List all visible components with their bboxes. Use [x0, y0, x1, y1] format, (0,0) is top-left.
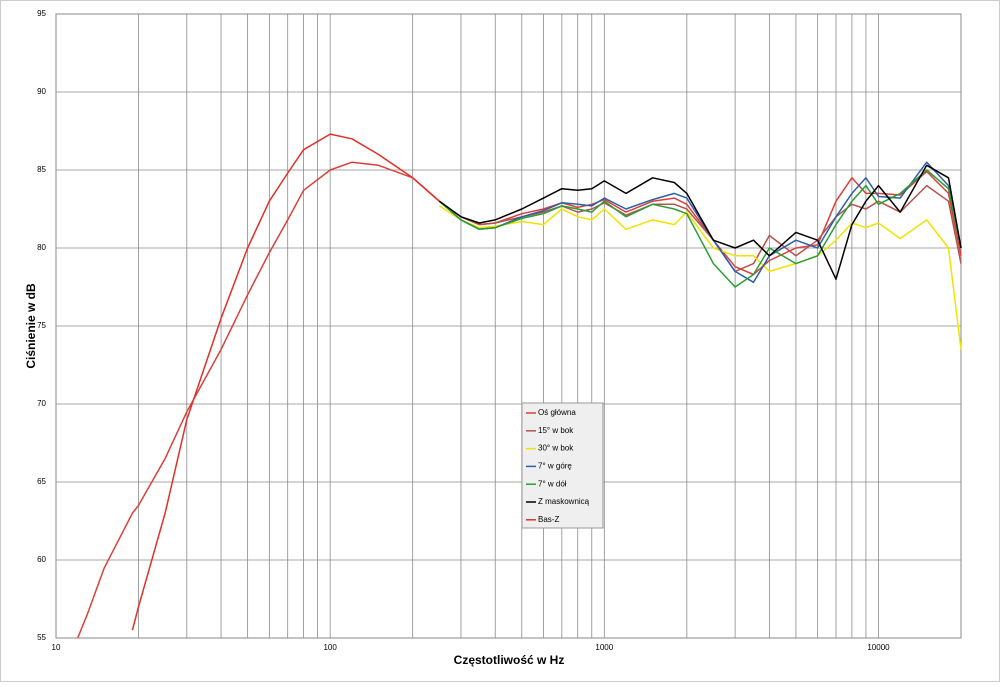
legend-label: 7° w dół	[538, 479, 567, 488]
x-tick-label: 1000	[595, 643, 613, 652]
y-tick-label: 60	[37, 555, 46, 564]
legend-label: Bas-Z	[538, 515, 559, 524]
y-tick-label: 95	[37, 9, 46, 18]
series-line	[438, 164, 962, 280]
x-axis-label: Częstotliwość w Hz	[454, 653, 565, 667]
series-line	[438, 169, 962, 288]
y-tick-label: 55	[37, 633, 46, 642]
legend-label: Z maskownicą	[538, 497, 590, 506]
y-tick-label: 65	[37, 477, 46, 486]
legend-label: 15° w bok	[538, 426, 574, 435]
x-tick-label: 10	[52, 643, 61, 652]
y-tick-label: 75	[37, 321, 46, 330]
y-tick-label: 80	[37, 243, 46, 252]
x-tick-label: 100	[323, 643, 337, 652]
series-line	[438, 161, 962, 284]
legend-label: Oś główna	[538, 408, 576, 417]
legend-label: 7° w górę	[538, 462, 572, 471]
y-tick-label: 70	[37, 399, 46, 408]
y-axis-label: Ciśnienie w dB	[24, 283, 38, 369]
y-tick-label: 90	[37, 87, 46, 96]
series-line	[438, 205, 962, 350]
x-tick-label: 10000	[867, 643, 890, 652]
series-line	[131, 133, 440, 631]
legend-label: 30° w bok	[538, 444, 574, 453]
legend-box	[521, 402, 604, 529]
y-tick-label: 85	[37, 165, 46, 174]
